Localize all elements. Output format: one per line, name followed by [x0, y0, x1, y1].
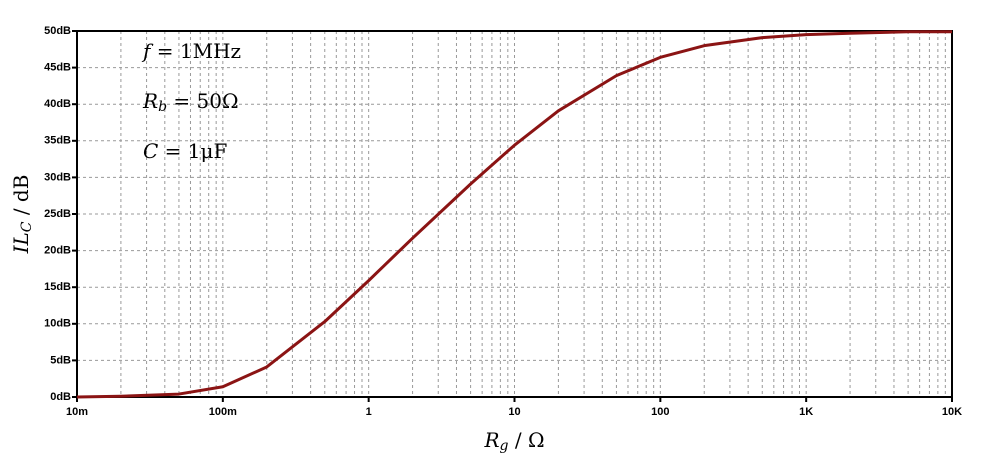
x-tick-label: 1 — [366, 406, 372, 418]
x-tick-label: 10m — [66, 406, 88, 418]
y-tick-label: 10dB — [44, 318, 71, 330]
y-tick-label: 50dB — [44, 25, 71, 37]
y-tick-label: 0dB — [50, 391, 71, 403]
annotation: C = 1μF — [143, 139, 228, 163]
x-axis-label-rest: / Ω — [508, 428, 544, 452]
y-tick-label: 20dB — [44, 245, 71, 257]
data-line — [76, 30, 952, 399]
plot-frame — [76, 30, 953, 398]
x-tick-label: 10K — [942, 406, 962, 418]
x-tick-label: 10 — [508, 406, 520, 418]
y-axis-label-rest: / dB — [9, 175, 33, 222]
x-axis-label: Rg / Ω — [483, 428, 544, 455]
y-tick-label: 5dB — [50, 354, 71, 366]
y-tick-label: 30dB — [44, 171, 71, 183]
y-axis-label-main: IL — [9, 232, 33, 254]
x-axis-label-main: R — [483, 428, 499, 452]
x-tick-label: 1K — [799, 406, 813, 418]
annotation-rest: = 50Ω — [167, 89, 239, 113]
y-tick-label: 35dB — [44, 135, 71, 147]
annotation-sub: b — [158, 99, 167, 115]
annotation: Rb = 50Ω — [142, 89, 239, 116]
annotation-rest: = 1μF — [158, 139, 227, 163]
y-axis-label: ILC / dB — [9, 175, 36, 255]
y-tick-label: 45dB — [44, 62, 71, 74]
y-tick-label: 40dB — [44, 98, 71, 110]
x-tick-label: 100 — [651, 406, 669, 418]
x-tick-label: 100m — [209, 406, 237, 418]
y-tick-label: 25dB — [44, 208, 71, 220]
y-axis-label-sub: C — [19, 221, 35, 232]
annotation-main: R — [142, 89, 158, 113]
annotation: f = 1MHz — [141, 39, 241, 63]
y-tick-label: 15dB — [44, 281, 71, 293]
annotation-main: C — [143, 139, 158, 163]
annotation-rest: = 1MHz — [150, 39, 241, 63]
x-axis-label-sub: g — [500, 438, 509, 454]
